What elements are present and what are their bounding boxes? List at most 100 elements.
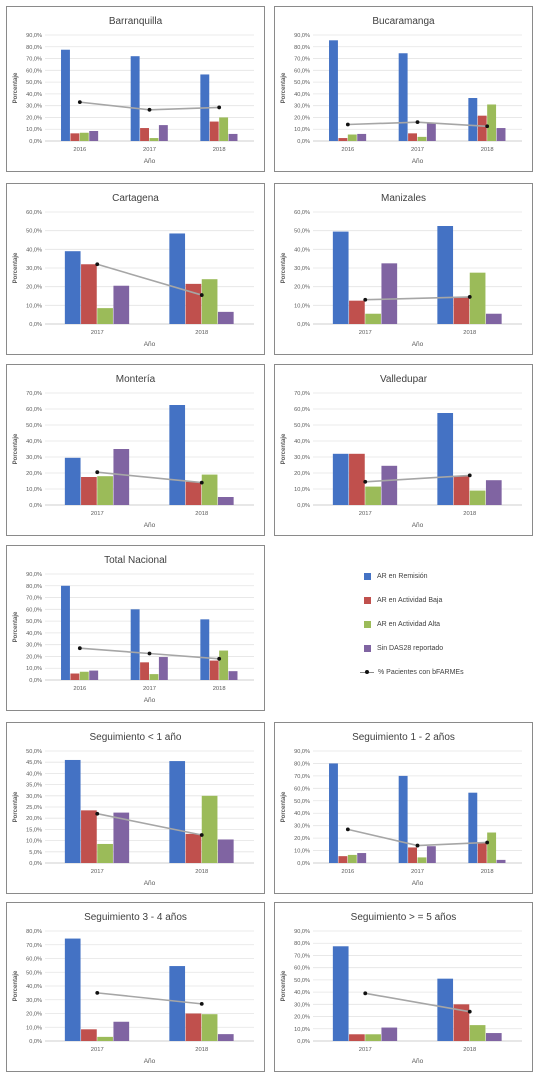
bar-remision-2016: [329, 763, 338, 863]
y-tick-label: 40,0%: [26, 92, 42, 98]
y-tick-label: 10,0%: [294, 303, 310, 309]
bar-remision-2018: [169, 761, 186, 863]
bar-sin-2018: [496, 859, 506, 863]
bar-alta-2017: [417, 136, 427, 141]
y-tick-label: 0,0%: [29, 322, 42, 328]
y-tick-label: 20,0%: [26, 816, 42, 822]
y-tick-label: 60,0%: [26, 68, 42, 74]
line-point-2017: [95, 262, 100, 267]
bar-alta-2017: [149, 138, 159, 141]
y-tick-label: 30,0%: [294, 824, 310, 830]
line-point-2018: [199, 293, 204, 297]
y-tick-label: 25,0%: [26, 805, 42, 811]
bar-alta-2017: [149, 674, 159, 680]
bar-baja-2018: [477, 115, 487, 141]
chart-title: Seguimiento < 1 año: [89, 732, 181, 743]
bar-remision-2016: [61, 585, 70, 680]
x-tick-label: 2018: [195, 869, 208, 875]
bar-alta-2017: [365, 313, 381, 324]
line-point-2017: [95, 811, 100, 816]
chart-title: Seguimiento > = 5 años: [351, 912, 457, 923]
chart-panel-total-nacional: Total Nacional 0,0% 10,0% 20,0% 30,0% 40,0% 50…: [6, 545, 265, 711]
y-tick-label: 50,0%: [26, 80, 42, 86]
bar-alta-2017: [97, 476, 113, 505]
x-tick-label: 2017: [91, 330, 104, 336]
legend-label: AR en Actividad Alta: [377, 620, 441, 628]
x-tick-label: 2018: [463, 330, 476, 336]
bar-remision-2018: [437, 413, 454, 505]
y-tick-label: 5,0%: [29, 850, 42, 856]
y-tick-label: 60,0%: [294, 786, 310, 792]
legend-swatch-remision: [364, 572, 371, 580]
y-tick-label: 60,0%: [294, 407, 310, 413]
bar-baja-2017: [408, 133, 417, 141]
bar-alta-2018: [469, 1025, 486, 1041]
x-tick-label: 2018: [463, 511, 476, 517]
y-tick-label: 70,0%: [294, 57, 310, 63]
legend-item-alta: AR en Actividad Alta: [360, 618, 530, 630]
chart-panel-manizales: Manizales 0,0% 10,0% 20,0% 30,0% 40,0% 50,0% 60…: [274, 183, 533, 355]
x-tick-label: 2017: [411, 147, 424, 153]
bar-alta-2017: [417, 857, 427, 863]
line-point-2017: [415, 120, 420, 125]
chart-panel-seguimiento-5-mas: Seguimiento > = 5 años 0,0% 10,0% 20,0% 30,0…: [274, 902, 533, 1072]
bar-remision-2017: [64, 251, 81, 324]
bar-baja-2017: [81, 810, 97, 863]
line-point-2018: [217, 105, 222, 110]
line-point-2018: [467, 473, 472, 478]
bar-remision-2017: [130, 56, 140, 142]
y-tick-label: 20,0%: [294, 836, 310, 842]
y-tick-label: 70,0%: [294, 953, 310, 959]
bar-alta-2016: [79, 671, 89, 680]
y-tick-label: 20,0%: [26, 285, 42, 291]
y-axis-label: Porcentaje: [13, 433, 19, 464]
x-axis-label: Año: [412, 880, 424, 887]
y-tick-label: 30,0%: [26, 104, 42, 110]
chart-svg-monteria: Montería 0,0% 10,0% 20,0% 30,0% 40,0% 50,0% 60,…: [13, 374, 254, 529]
line-point-2017: [147, 651, 152, 656]
bar-sin-2017: [158, 657, 168, 680]
chart-panel-seguimiento-menos-1: Seguimiento < 1 año 0,0% 5,0% 10,0% 15,0% 20,…: [6, 722, 265, 894]
bar-baja-2018: [453, 296, 470, 324]
y-tick-label: 20,0%: [26, 115, 42, 121]
x-axis-label: Año: [144, 880, 156, 887]
bar-baja-2018: [477, 843, 487, 863]
x-tick-label: 2017: [91, 1047, 104, 1053]
y-tick-label: 0,0%: [297, 1039, 310, 1045]
x-tick-label: 2016: [341, 147, 354, 153]
y-tick-label: 30,0%: [26, 455, 42, 461]
bar-baja-2016: [338, 138, 348, 141]
legend-swatch-baja: [364, 596, 371, 604]
bar-sin-2017: [381, 1027, 398, 1041]
bar-remision-2018: [169, 405, 186, 505]
legend-swatch-alta: [364, 620, 371, 628]
y-tick-label: 20,0%: [26, 471, 42, 477]
legend-swatch-sin: [364, 644, 371, 652]
bar-alta-2016: [347, 854, 357, 863]
bar-alta-2018: [201, 1014, 218, 1041]
legend-item-baja: AR en Actividad Baja: [360, 594, 530, 606]
bar-sin-2018: [496, 128, 506, 141]
bar-remision-2017: [130, 609, 140, 680]
bar-baja-2018: [185, 283, 202, 324]
line-bfarmes: [97, 471, 202, 484]
y-tick-label: 70,0%: [294, 774, 310, 780]
bar-sin-2018: [485, 313, 502, 324]
x-axis-label: Año: [144, 158, 156, 165]
y-tick-label: 90,0%: [294, 929, 310, 935]
bar-alta-2017: [365, 486, 381, 505]
chart-svg-cartagena: Cartagena 0,0% 10,0% 20,0% 30,0% 40,0% 50,0% 60…: [13, 193, 254, 348]
bar-sin-2018: [217, 311, 234, 324]
y-tick-label: 70,0%: [26, 596, 42, 602]
bar-remision-2018: [468, 98, 478, 141]
x-axis-label: Año: [412, 158, 424, 165]
legend-label: AR en Actividad Baja: [377, 596, 443, 604]
line-point-2017: [415, 843, 420, 848]
y-tick-label: 50,0%: [26, 619, 42, 625]
y-tick-label: 10,0%: [294, 127, 310, 133]
bar-baja-2017: [408, 847, 417, 863]
y-tick-label: 30,0%: [294, 266, 310, 272]
chart-title: Bucaramanga: [372, 16, 435, 27]
y-tick-label: 80,0%: [26, 584, 42, 590]
bar-sin-2017: [113, 1021, 130, 1041]
